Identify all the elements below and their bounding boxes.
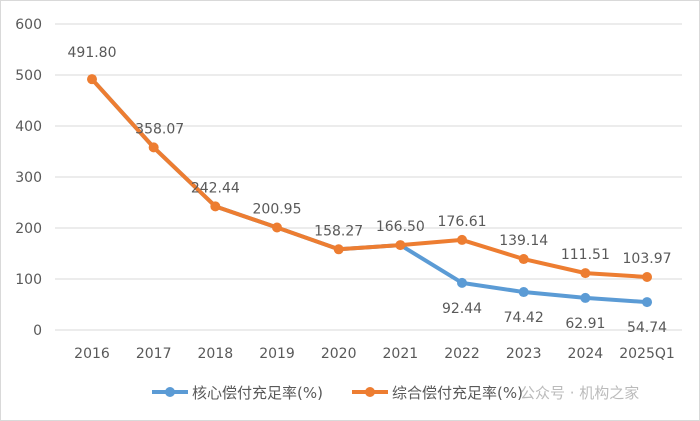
data-label-composite: 103.97 (623, 251, 672, 267)
data-point-composite (518, 254, 529, 265)
data-point-core (457, 277, 468, 288)
data-point-core (580, 292, 591, 303)
legend-label-core: 核心偿付充足率(%) (192, 384, 323, 402)
data-label-composite: 358.07 (135, 121, 184, 137)
data-label-core: 92.44 (442, 301, 482, 317)
data-label-composite: 200.95 (253, 202, 302, 218)
data-label-composite: 166.50 (376, 219, 425, 235)
y-tick-label: 400 (15, 119, 42, 135)
data-point-composite (148, 142, 159, 153)
data-point-core (642, 297, 653, 308)
data-point-composite (272, 222, 283, 233)
data-point-composite (580, 268, 591, 279)
x-tick-label: 2020 (321, 346, 357, 362)
x-tick-label: 2023 (506, 346, 542, 362)
y-tick-label: 500 (15, 68, 42, 84)
x-tick-label: 2019 (259, 346, 295, 362)
data-point-composite (395, 240, 406, 251)
data-label-core: 74.42 (504, 310, 544, 326)
y-tick-label: 600 (15, 17, 42, 33)
series-line-composite (90, 77, 648, 279)
x-tick-label: 2018 (198, 346, 234, 362)
x-tick-label: 2016 (74, 346, 110, 362)
x-tick-label: 2025Q1 (619, 346, 675, 362)
data-label-composite: 491.80 (68, 45, 117, 61)
data-point-composite (210, 201, 221, 212)
legend-marker-composite (365, 387, 375, 397)
data-label-composite: 242.44 (191, 180, 240, 196)
data-point-composite (642, 271, 653, 282)
data-label-composite: 111.51 (561, 247, 610, 263)
legend-label-composite: 综合偿付充足率(%) (392, 384, 523, 402)
x-tick-label: 2017 (136, 346, 172, 362)
data-point-composite (457, 234, 468, 245)
x-tick-label: 2021 (383, 346, 419, 362)
x-tick-label: 2024 (568, 346, 604, 362)
x-tick-label: 2022 (444, 346, 480, 362)
data-point-composite (333, 244, 344, 255)
watermark: 公众号 · 机构之家 (520, 384, 639, 402)
data-label-composite: 158.27 (314, 223, 363, 239)
data-label-core: 62.91 (565, 316, 605, 332)
data-point-core (518, 287, 529, 298)
y-tick-label: 300 (15, 170, 42, 186)
data-point-composite (87, 74, 97, 85)
legend-marker-core (165, 387, 175, 397)
y-tick-label: 100 (15, 272, 42, 288)
y-tick-label: 0 (33, 323, 42, 339)
data-label-core: 54.74 (627, 320, 667, 336)
data-label-composite: 176.61 (438, 214, 487, 230)
data-label-composite: 139.14 (499, 233, 548, 249)
legend: 核心偿付充足率(%) 综合偿付充足率(%) (152, 384, 523, 402)
y-tick-label: 200 (15, 221, 42, 237)
